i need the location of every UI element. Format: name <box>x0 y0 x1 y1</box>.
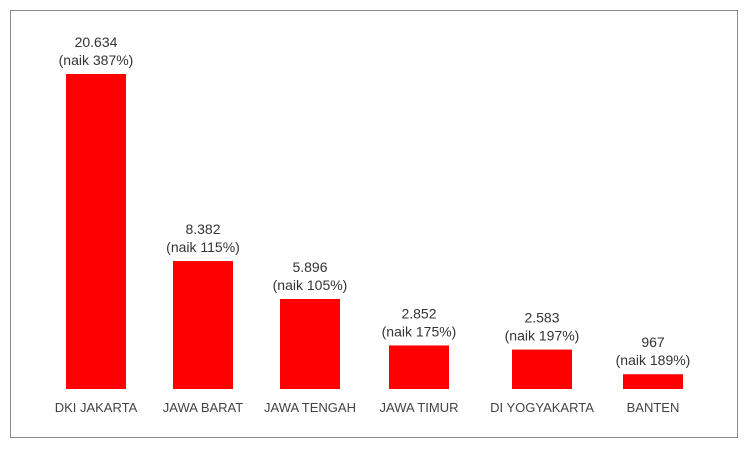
x-tick-label: JAWA TIMUR <box>380 400 459 415</box>
bar-di-yogyakarta <box>512 349 572 389</box>
increase-label: (naik 105%) <box>273 277 348 293</box>
increase-label: (naik 175%) <box>382 323 457 339</box>
bar-jawa-barat <box>173 261 233 389</box>
value-label: 2.583 <box>524 310 559 326</box>
bar-jawa-timur <box>389 345 449 389</box>
value-label: 967 <box>641 334 665 350</box>
x-tick-label: JAWA TENGAH <box>264 400 356 415</box>
x-tick-label: BANTEN <box>627 400 680 415</box>
value-label: 5.896 <box>292 259 327 275</box>
value-label: 20.634 <box>75 34 118 50</box>
increase-label: (naik 197%) <box>505 328 580 344</box>
bar-banten <box>623 374 683 389</box>
bar-jawa-tengah <box>280 298 340 389</box>
increase-label: (naik 189%) <box>616 352 691 368</box>
increase-label: (naik 115%) <box>166 239 240 255</box>
bar-dki-jakarta <box>66 74 126 389</box>
x-tick-label: JAWA BARAT <box>163 400 243 415</box>
x-tick-label: DKI JAKARTA <box>55 400 138 415</box>
value-label: 8.382 <box>185 221 220 237</box>
x-tick-label: DI YOGYAKARTA <box>490 400 594 415</box>
value-label: 2.852 <box>401 305 436 321</box>
increase-label: (naik 387%) <box>59 52 134 68</box>
chart-frame <box>10 10 738 438</box>
